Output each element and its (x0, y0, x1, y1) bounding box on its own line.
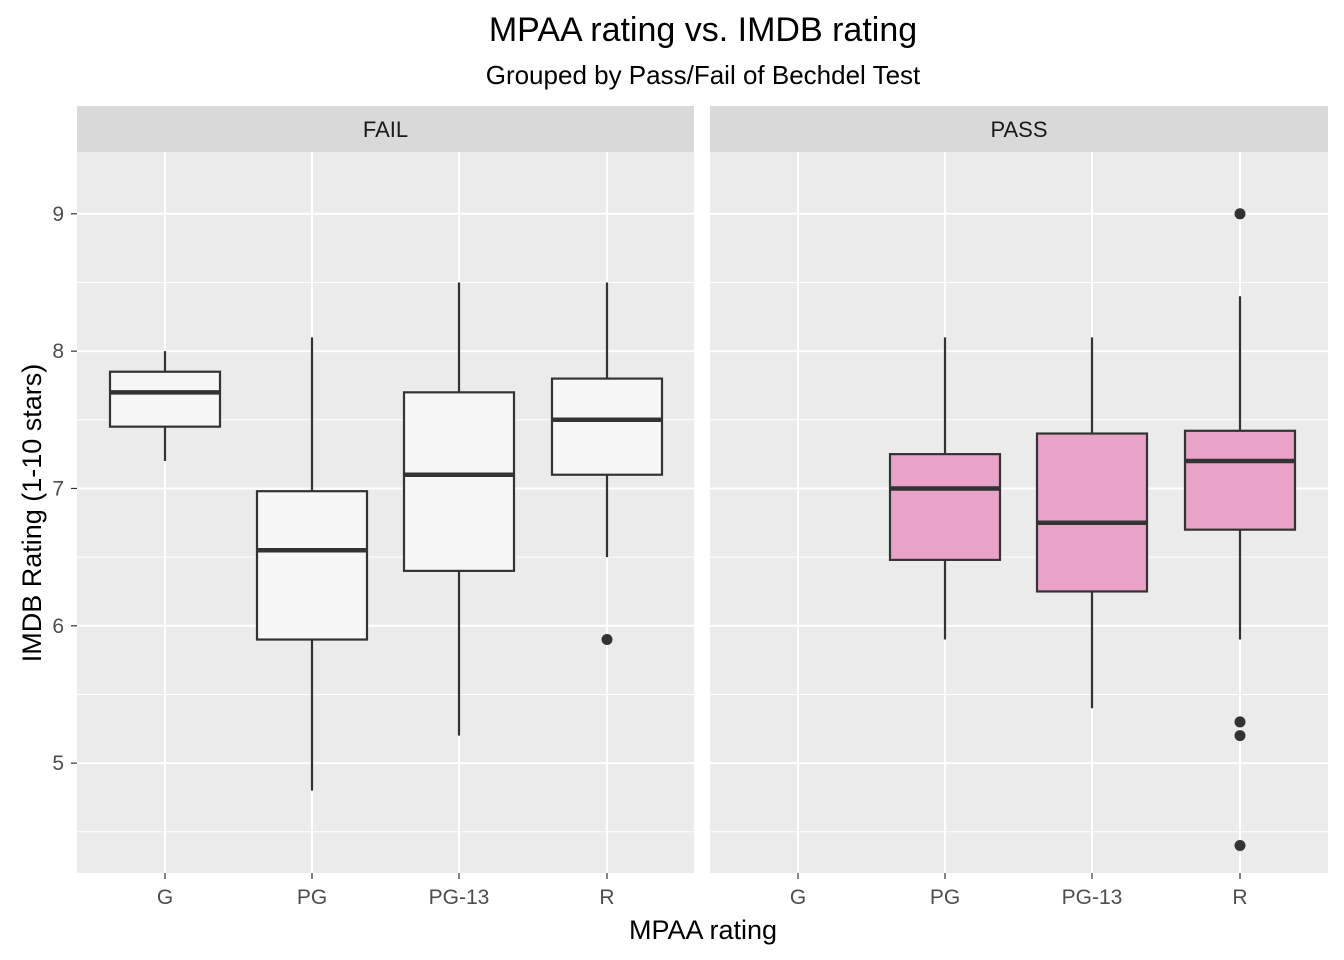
facet-panel-pass: PASS G PG PG-13 R (710, 106, 1328, 909)
box-pg-13 (1035, 337, 1149, 709)
outlier-point (1234, 716, 1246, 728)
box-iqr (1035, 432, 1149, 593)
x-tick-label: G (790, 886, 806, 909)
x-tick-label: G (157, 886, 173, 909)
facet-strip-label: FAIL (363, 117, 408, 142)
box-r (550, 282, 664, 646)
x-tick-label: PG (297, 886, 327, 909)
box-pg (888, 337, 1002, 640)
outlier-point (1234, 840, 1246, 852)
y-tick-label: 8 (52, 340, 64, 363)
box-iqr (402, 391, 516, 572)
x-tick-label: PG-13 (429, 886, 490, 909)
box-pg-13 (402, 282, 516, 736)
x-axis-title: MPAA rating (629, 915, 777, 945)
y-tick-label: 5 (52, 752, 64, 775)
box-iqr (1183, 429, 1297, 531)
x-tick-label: R (599, 886, 614, 909)
panel-background (77, 152, 694, 873)
box-r (1183, 208, 1297, 852)
y-tick-label: 6 (52, 615, 64, 638)
chart-title: MPAA rating vs. IMDB rating (489, 11, 917, 49)
box-iqr (255, 490, 369, 641)
facet-strip (77, 106, 694, 152)
outlier-point (1234, 730, 1246, 742)
box-pg (255, 337, 369, 791)
x-tick-label: PG (930, 886, 960, 909)
box-g (108, 351, 222, 461)
x-tick-label: PG-13 (1062, 886, 1123, 909)
box-iqr (888, 453, 1002, 561)
facet-panels: FAIL G PG PG-13 R PASS G PG PG-13 R (77, 106, 1328, 909)
y-tick-label: 7 (52, 477, 64, 500)
facet-strip-label: PASS (990, 117, 1047, 142)
outlier-point (1234, 208, 1246, 220)
facet-strip (710, 106, 1328, 152)
outlier-point (601, 634, 613, 646)
box-iqr (550, 377, 664, 476)
chart-subtitle: Grouped by Pass/Fail of Bechdel Test (486, 60, 921, 90)
y-axis: 5 6 7 8 9 (52, 203, 77, 775)
y-tick-label: 9 (52, 203, 64, 226)
x-tick-label: R (1232, 886, 1247, 909)
y-axis-title: IMDB Rating (1-10 stars) (17, 364, 47, 663)
box-iqr (108, 370, 222, 428)
facet-panel-fail: FAIL G PG PG-13 R (77, 106, 694, 909)
